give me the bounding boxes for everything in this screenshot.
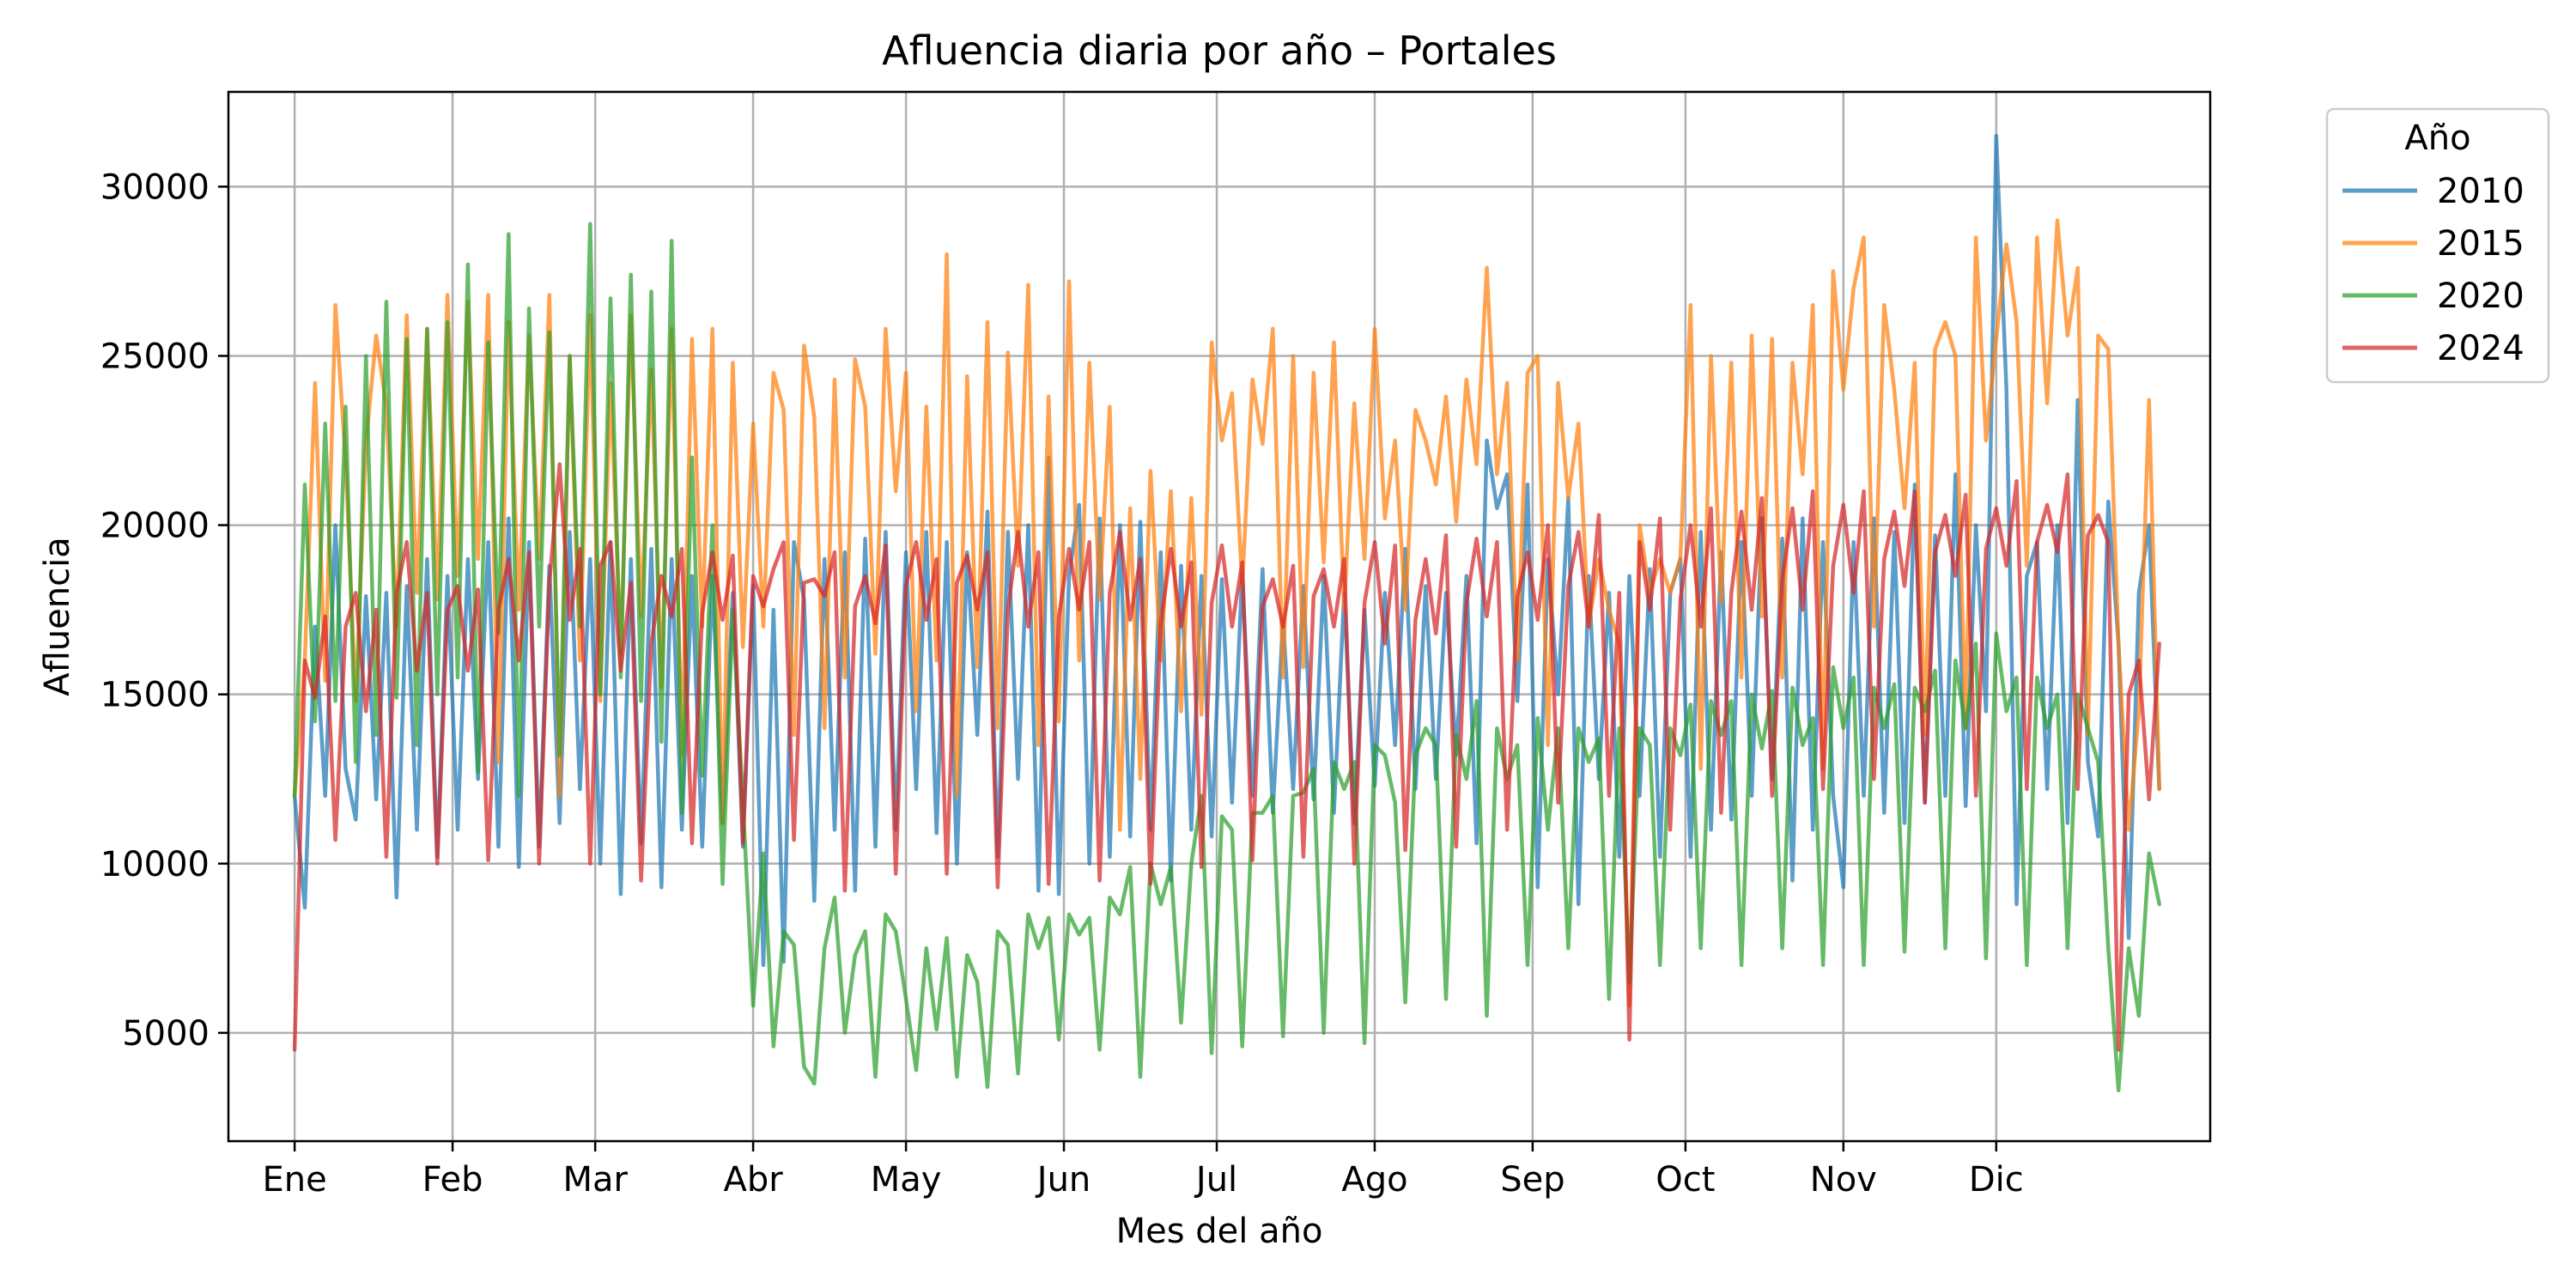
- chart-title: Afluencia diaria por año – Portales: [882, 27, 1557, 74]
- legend-frame: [2325, 107, 2550, 384]
- x-axis: Ene Feb Mar Abr May Jun Jul Ago Sep Oct Nov Dic: [263, 1141, 2024, 1200]
- y-tick-label: 15000: [100, 676, 210, 715]
- x-tick-label: Dic: [1969, 1160, 2024, 1200]
- series-line-2024: [292, 462, 2161, 1052]
- plot-area: Ene Feb Mar Abr May Jun Jul Ago Sep Oct Nov Dic 500…: [100, 90, 2212, 1200]
- legend-label-2020: 2020: [2437, 276, 2524, 316]
- series-line-2020: [292, 222, 2161, 1093]
- legend-entries: 2010 2015 2020 2024: [2342, 172, 2524, 368]
- y-tick-label: 5000: [122, 1014, 210, 1054]
- x-tick-label: Nov: [1810, 1160, 1877, 1200]
- x-tick-label: Oct: [1656, 1160, 1715, 1200]
- y-tick-label: 20000: [100, 507, 210, 546]
- x-tick-label: Ene: [263, 1160, 327, 1200]
- y-axis-label: Afluencia: [38, 537, 77, 696]
- x-tick-label: Feb: [422, 1160, 483, 1200]
- x-axis-label: Mes del año: [1116, 1212, 1323, 1251]
- legend-label-2010: 2010: [2437, 172, 2524, 211]
- grid: [228, 92, 2210, 1141]
- y-tick-label: 25000: [100, 337, 210, 376]
- x-tick-label: Mar: [562, 1160, 628, 1200]
- plot-frame: [227, 90, 2212, 1143]
- x-tick-label: Sep: [1500, 1160, 1564, 1200]
- series-lines: [292, 133, 2161, 1093]
- x-tick-label: Jul: [1194, 1160, 1237, 1200]
- legend-title: Año: [2404, 118, 2470, 158]
- series-line-2010: [292, 133, 2161, 968]
- legend-label-2015: 2015: [2437, 224, 2524, 264]
- legend: Año 2010 2015 2020 2024: [2325, 107, 2550, 384]
- x-tick-label: Ago: [1341, 1160, 1407, 1200]
- y-axis: 5000 10000 15000 20000 25000 30000: [100, 167, 228, 1054]
- x-tick-label: May: [871, 1160, 942, 1200]
- x-tick-label: Jun: [1035, 1160, 1091, 1200]
- x-tick-label: Abr: [724, 1160, 784, 1200]
- y-tick-label: 30000: [100, 167, 210, 207]
- y-tick-label: 10000: [100, 845, 210, 884]
- legend-label-2024: 2024: [2437, 329, 2524, 368]
